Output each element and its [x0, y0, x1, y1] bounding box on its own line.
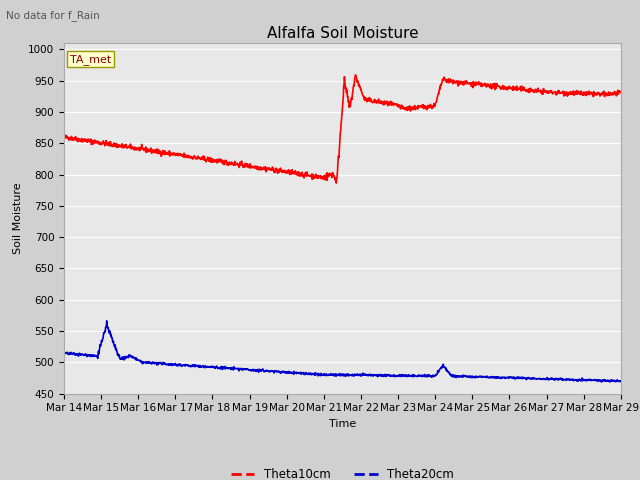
Legend: Theta10cm, Theta20cm: Theta10cm, Theta20cm [226, 463, 459, 480]
Title: Alfalfa Soil Moisture: Alfalfa Soil Moisture [267, 25, 418, 41]
Text: TA_met: TA_met [70, 54, 111, 65]
X-axis label: Time: Time [329, 419, 356, 429]
Y-axis label: Soil Moisture: Soil Moisture [13, 182, 22, 254]
Text: No data for f_Rain: No data for f_Rain [6, 10, 100, 21]
